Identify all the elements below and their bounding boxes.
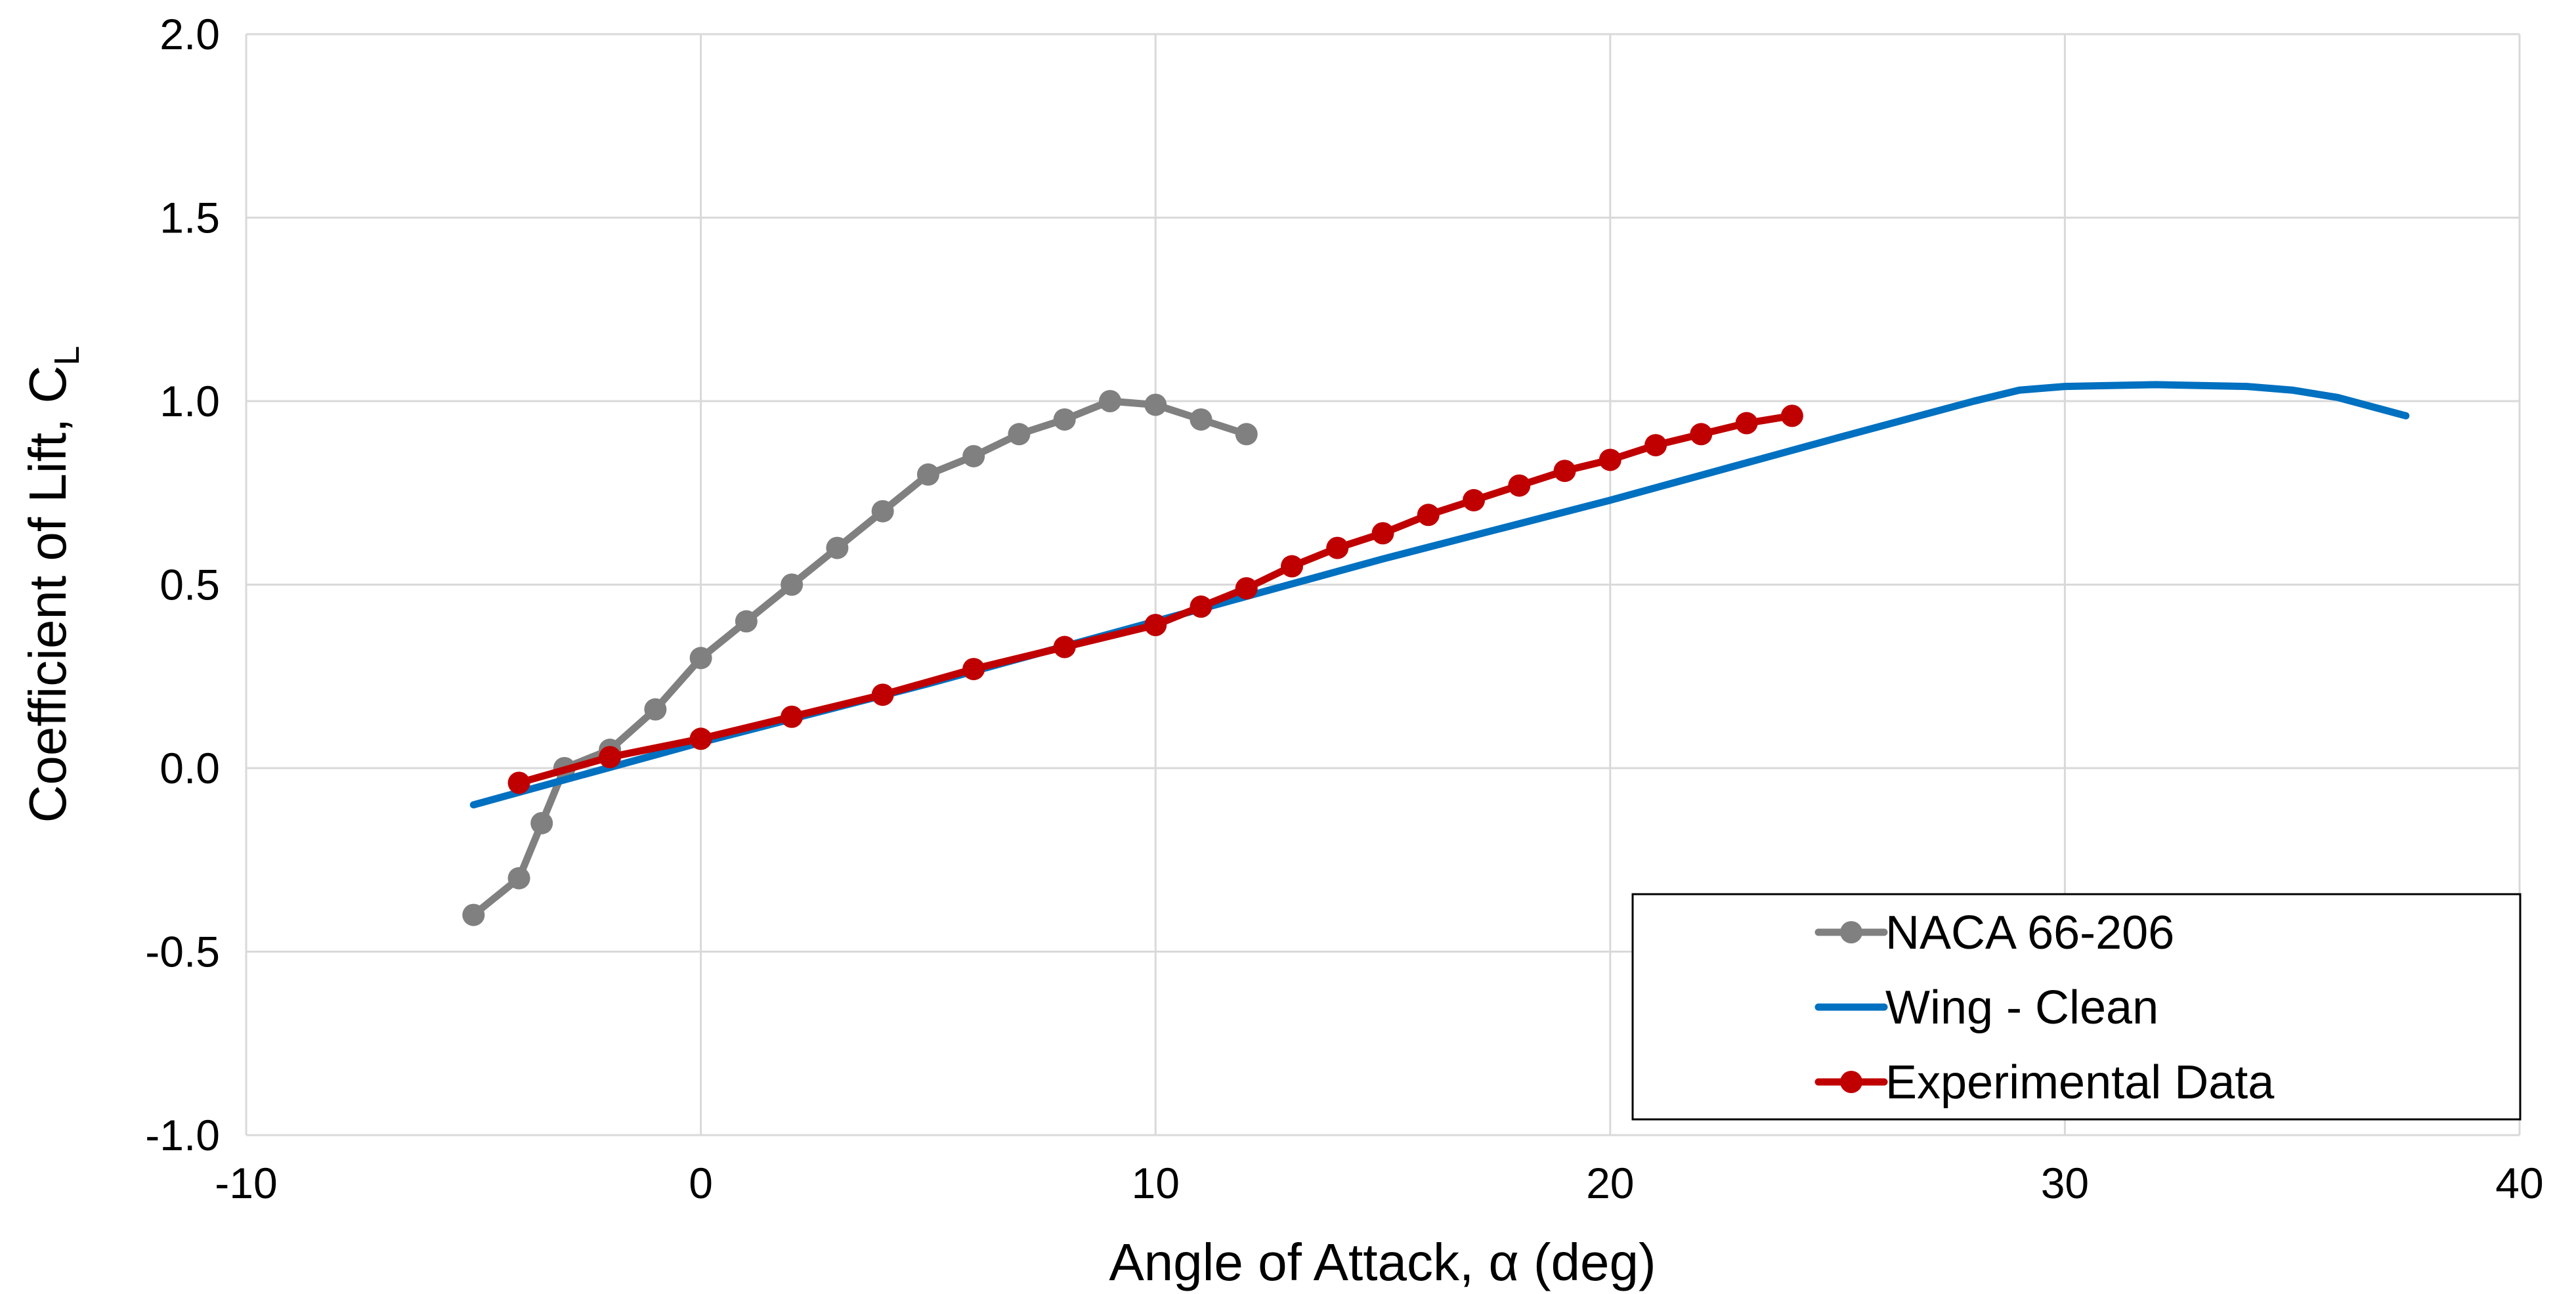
x-tick-label: 40 <box>2495 1159 2543 1207</box>
y-axis-title: Coefficient of Lift, CL <box>18 346 87 823</box>
y-tick-label: -0.5 <box>145 928 220 976</box>
data-point <box>962 444 985 467</box>
x-tick-label: 30 <box>2041 1159 2089 1207</box>
data-point <box>871 683 894 706</box>
data-point <box>1235 577 1258 600</box>
legend-items: NACA 66-206 Wing - Clean Experimental Data <box>1814 907 2275 1109</box>
series-experimental-data <box>507 404 1803 794</box>
legend-marker <box>1840 921 1862 943</box>
data-point <box>1735 412 1758 435</box>
data-point <box>1371 522 1394 545</box>
legend-marker <box>1840 1071 1862 1093</box>
data-point <box>530 811 553 834</box>
data-point <box>1053 408 1076 431</box>
legend-item-naca-66-206: NACA 66-206 <box>1814 907 2174 959</box>
legend-box <box>1631 893 2522 1121</box>
x-axis-title: Angle of Attack, α (deg) <box>1109 1233 1656 1291</box>
data-point <box>1463 488 1486 511</box>
data-point <box>507 867 530 890</box>
data-point <box>462 903 485 926</box>
tick-labels: -1.0 -0.5 0.0 0.5 1.0 1.5 2.0 -10 0 10 20 30 40 <box>145 10 2543 1207</box>
data-point <box>1690 423 1713 446</box>
y-tick-label: 2.0 <box>160 10 220 58</box>
data-point <box>1190 595 1213 618</box>
legend-item-wing-clean: Wing - Clean <box>1814 981 2158 1034</box>
y-tick-label: 1.5 <box>160 194 220 242</box>
legend: NACA 66-206 Wing - Clean Experimental Data <box>1631 893 2522 1121</box>
data-point <box>644 698 667 721</box>
data-point <box>1417 504 1440 527</box>
data-point <box>1599 448 1621 471</box>
data-point <box>1190 408 1213 431</box>
data-point <box>689 727 712 750</box>
x-tick-label: -10 <box>215 1159 277 1207</box>
data-point <box>826 536 849 559</box>
data-point <box>1144 613 1167 636</box>
y-tick-label: 0.0 <box>160 744 220 792</box>
legend-label: Wing - Clean <box>1885 981 2158 1034</box>
data-point <box>507 771 530 794</box>
data-point <box>1326 536 1349 559</box>
series-line <box>515 412 1796 787</box>
data-point <box>1008 423 1031 446</box>
y-tick-label: 1.0 <box>160 377 220 425</box>
data-point <box>1235 423 1258 446</box>
data-point <box>781 573 804 596</box>
gridlines <box>245 33 2521 1136</box>
data-point <box>1553 460 1576 483</box>
data-point <box>1280 555 1303 578</box>
data-point <box>1144 393 1167 416</box>
data-point <box>735 610 758 633</box>
series-layer <box>462 381 2410 926</box>
x-tick-label: 0 <box>689 1159 713 1207</box>
x-tick-label: 10 <box>1131 1159 1179 1207</box>
data-point <box>781 705 804 728</box>
legend-item-experimental-data: Experimental Data <box>1814 1056 2275 1109</box>
data-point <box>916 463 939 486</box>
legend-label: Experimental Data <box>1885 1056 2275 1109</box>
data-point <box>689 647 712 670</box>
data-point <box>599 746 622 769</box>
data-point <box>962 658 985 681</box>
data-point <box>1053 636 1076 658</box>
data-point <box>871 500 894 523</box>
data-point <box>1098 390 1121 412</box>
y-axis-title-subscript: L <box>47 346 87 366</box>
data-point <box>1644 434 1667 457</box>
y-axis-title-main: Coefficient of Lift, C <box>18 366 77 823</box>
data-point <box>1780 404 1803 427</box>
data-point <box>1508 474 1531 497</box>
x-tick-label: 20 <box>1586 1159 1634 1207</box>
legend-label: NACA 66-206 <box>1885 907 2174 959</box>
y-tick-label: -1.0 <box>145 1111 220 1159</box>
y-tick-label: 0.5 <box>160 561 220 609</box>
